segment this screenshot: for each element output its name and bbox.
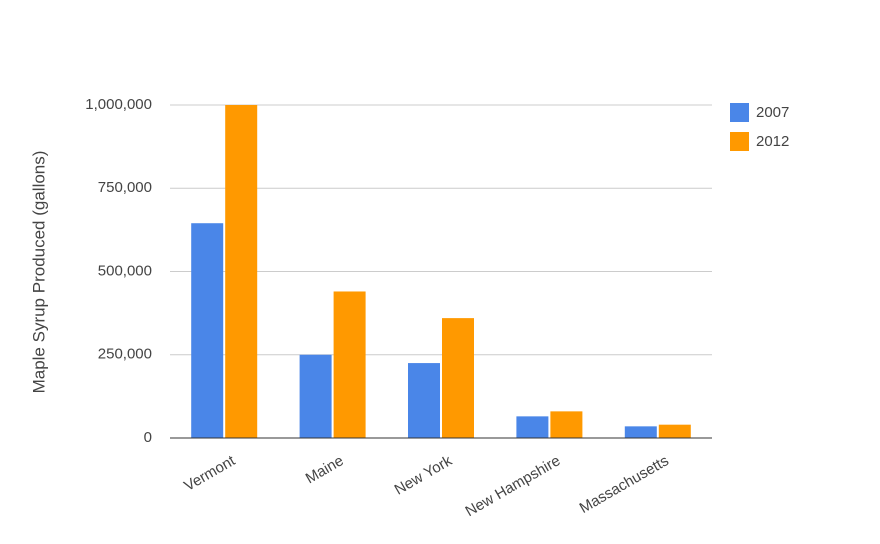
bar [658,424,691,438]
y-tick-label: 500,000 [98,262,152,279]
y-tick-label: 750,000 [98,179,152,196]
y-tick-label: 0 [144,429,152,446]
legend-label: 2012 [756,133,789,150]
bar [408,363,440,438]
y-tick-label: 250,000 [98,346,152,363]
bar [225,105,258,438]
x-tick-label: Massachusetts [577,452,672,517]
bar [191,223,224,438]
legend-swatch [730,103,749,122]
bar [442,318,474,438]
bar [516,416,549,438]
bar [333,291,366,438]
y-axis-label: Maple Syrup Produced (gallons) [29,151,48,394]
bar [299,354,332,438]
bar [550,411,583,438]
legend-swatch [730,132,749,151]
x-tick-label: Maine [303,452,347,487]
x-tick-label: New York [392,452,456,499]
x-tick-label: Vermont [181,452,239,495]
x-tick-label: New Hampshire [462,452,563,520]
bar [624,426,657,438]
legend-label: 2007 [756,104,789,121]
y-tick-label: 1,000,000 [85,96,152,113]
